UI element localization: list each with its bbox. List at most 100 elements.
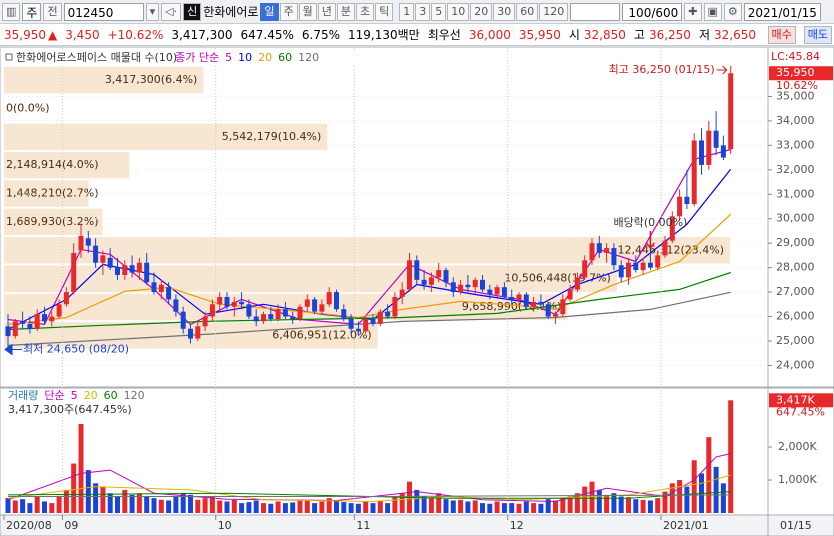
- candle-body: [450, 282, 456, 293]
- candle-body: [516, 294, 522, 300]
- volume-bar: [5, 498, 11, 513]
- candle-body: [684, 196, 690, 205]
- volume-bar: [246, 502, 252, 513]
- code-input[interactable]: 012450: [63, 2, 144, 21]
- interval-tab[interactable]: 20: [470, 2, 493, 21]
- interval-tab[interactable]: 60: [516, 2, 539, 21]
- volume-bar: [231, 499, 237, 513]
- period-tab[interactable]: 년: [317, 2, 336, 21]
- interval-tab[interactable]: 5: [431, 2, 447, 21]
- search-button[interactable]: ▾: [145, 2, 160, 21]
- volume-bar: [443, 499, 449, 513]
- volume-bar: [531, 503, 537, 513]
- volume-bar: [100, 486, 106, 513]
- volume-bar: [166, 500, 172, 513]
- volume-bar: [370, 503, 376, 513]
- volume-bar: [158, 499, 164, 513]
- candle-body: [20, 321, 26, 324]
- volume-bar: [27, 503, 33, 513]
- volume-bar: [604, 494, 610, 513]
- volume-bar: [385, 503, 391, 513]
- candle-body: [202, 316, 208, 327]
- buy-button[interactable]: 매수: [767, 25, 796, 44]
- chart-icon[interactable]: ▥: [2, 2, 21, 21]
- market-select[interactable]: 주: [22, 2, 42, 21]
- sell-button[interactable]: 매도: [803, 25, 832, 44]
- high-label: 고: [633, 28, 645, 42]
- setting-button[interactable]: ⚙: [723, 2, 742, 21]
- candle-body: [377, 311, 383, 324]
- volume-bar: [421, 496, 427, 513]
- panel-title: 한화에어로스페이스 매물대 수(10): [16, 51, 177, 64]
- period-tab[interactable]: 분: [336, 2, 356, 21]
- volume-bar: [188, 494, 193, 513]
- period-tab[interactable]: 주: [279, 2, 298, 21]
- ma-line: [7, 291, 731, 346]
- date-input[interactable]: 2021/01/15: [743, 2, 821, 21]
- open-label: 시: [568, 28, 580, 42]
- prev-button[interactable]: 전: [43, 2, 62, 21]
- candle-body: [472, 279, 478, 288]
- volume-bar: [363, 501, 369, 513]
- candle-body: [129, 265, 135, 273]
- candle-body: [582, 260, 588, 278]
- volume-bar: [472, 500, 478, 513]
- panel-title: 거래량: [8, 389, 38, 402]
- last-price-label: 35,950: [776, 66, 815, 79]
- change-label: 10.62%: [776, 79, 818, 92]
- price-layer: 6,406,951(12.0%)9,658,990(18.1%)10,506,4…: [4, 63, 815, 371]
- candle-body: [93, 245, 99, 263]
- candle-body: [42, 314, 47, 322]
- candle-body: [414, 260, 420, 280]
- price: 35,950: [4, 27, 46, 42]
- interval-tab[interactable]: 3: [415, 2, 431, 21]
- interval-tab[interactable]: 30: [493, 2, 516, 21]
- candle-body: [662, 240, 668, 256]
- count-input[interactable]: 100/600: [622, 2, 683, 21]
- ask: 36,000: [468, 27, 511, 42]
- x-tick-label: 10: [218, 519, 232, 532]
- interval-tab[interactable]: 120: [539, 2, 569, 21]
- interval-tab[interactable]: 1: [399, 2, 415, 21]
- candle-body: [538, 301, 544, 305]
- title-icon: [5, 53, 13, 61]
- volume-ratio: 647.45%: [240, 27, 294, 42]
- candle-body: [655, 255, 661, 268]
- y-tick-label: 30,000: [776, 212, 815, 225]
- legend-entry: 60: [278, 51, 292, 64]
- volume-bar: [560, 498, 566, 513]
- tool-button[interactable]: ✚: [684, 2, 702, 21]
- interval-tab[interactable]: 10: [447, 2, 470, 21]
- period-tab[interactable]: 틱: [375, 2, 394, 21]
- volume-bar: [377, 500, 383, 513]
- y-tick-label: 1,000K: [778, 473, 817, 486]
- volume-bar: [516, 503, 522, 513]
- period-tab[interactable]: 일: [260, 2, 279, 21]
- candle-body: [640, 262, 646, 271]
- volume-bar: [217, 500, 223, 513]
- candle-body: [706, 130, 712, 165]
- candle-body: [209, 304, 215, 317]
- event-arrow: [645, 230, 655, 250]
- candle-body: [71, 252, 77, 293]
- volume-bar: [341, 502, 347, 513]
- period-tab[interactable]: 초: [356, 2, 375, 21]
- legend-entry: 5: [225, 51, 232, 64]
- date-axis: [0, 514, 834, 536]
- volume-bar: [34, 496, 40, 513]
- interval-select[interactable]: [570, 2, 621, 21]
- period-tab[interactable]: 월: [298, 2, 317, 21]
- lc-label: LC:45.84: [771, 50, 820, 63]
- profile-label: 3,417,300(6.4%): [105, 73, 198, 86]
- candle-body: [319, 304, 325, 312]
- low-label: 최저 24,650 (08/20): [23, 343, 129, 356]
- volume-bar: [195, 499, 201, 513]
- save-button[interactable]: ▣: [703, 2, 722, 21]
- volume-bar: [728, 400, 734, 513]
- candle-body: [122, 265, 128, 275]
- candle-body: [282, 309, 288, 317]
- y-tick-label: 27,000: [776, 285, 815, 298]
- sound-button[interactable]: ◁·: [161, 2, 182, 21]
- volume-bar: [392, 496, 398, 513]
